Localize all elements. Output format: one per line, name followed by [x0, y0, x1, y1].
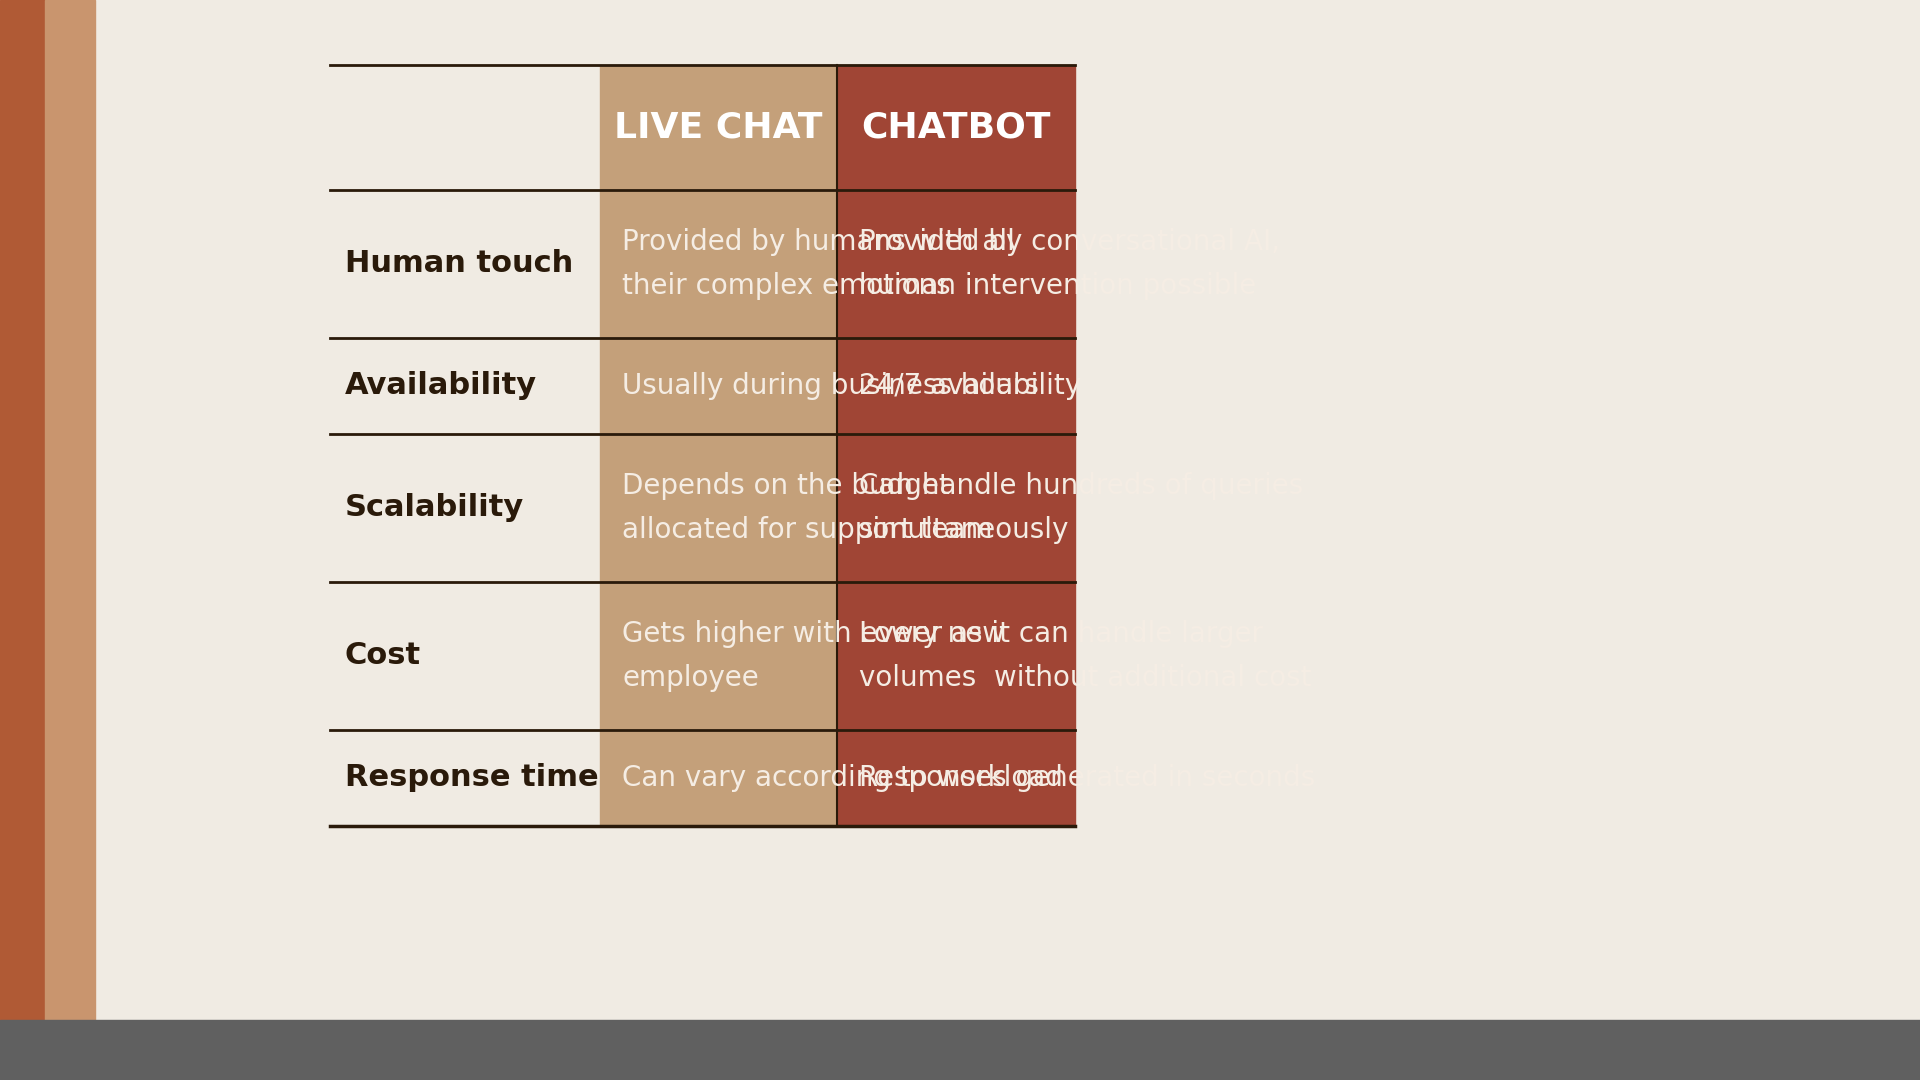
Text: 24/7 availability: 24/7 availability	[858, 372, 1081, 400]
Text: Can vary according to workload: Can vary according to workload	[622, 764, 1064, 792]
Text: Gets higher with every new
employee: Gets higher with every new employee	[622, 620, 1004, 691]
Bar	[837, 65, 1075, 190]
Bar	[330, 190, 599, 338]
Bar	[330, 730, 599, 826]
Bar	[599, 190, 837, 338]
Text: Provided by conversational AI,
human intervention possible: Provided by conversational AI, human int…	[858, 228, 1281, 299]
Text: Provided by humans with all
their complex emotions: Provided by humans with all their comple…	[622, 228, 1016, 299]
Text: Cost: Cost	[346, 642, 420, 671]
Text: Depends on the budget
allocated for support team: Depends on the budget allocated for supp…	[622, 472, 993, 543]
Bar	[599, 434, 837, 582]
Bar	[330, 582, 599, 730]
Bar	[44, 0, 94, 1080]
Text: Responses generated in seconds: Responses generated in seconds	[858, 764, 1315, 792]
Bar	[837, 434, 1075, 582]
Bar	[837, 730, 1075, 826]
Bar	[599, 65, 837, 190]
Bar	[0, 0, 44, 1080]
Bar	[330, 434, 599, 582]
Text: Lower as it can handle larger
volumes  without additional cost: Lower as it can handle larger volumes wi…	[858, 620, 1311, 691]
Text: Scalability: Scalability	[346, 494, 524, 523]
Bar	[0, 1020, 1920, 1080]
Bar	[837, 338, 1075, 434]
Text: CHATBOT: CHATBOT	[862, 110, 1050, 145]
Bar	[599, 338, 837, 434]
Bar	[837, 582, 1075, 730]
Bar	[837, 190, 1075, 338]
Bar	[599, 582, 837, 730]
Text: Usually during business hours: Usually during business hours	[622, 372, 1039, 400]
Text: LIVE CHAT: LIVE CHAT	[614, 110, 824, 145]
Text: Human touch: Human touch	[346, 249, 574, 279]
Text: Response time: Response time	[346, 764, 599, 793]
Bar	[330, 338, 599, 434]
Text: Availability: Availability	[346, 372, 538, 401]
Text: Can handle hundreds of queries
simultaneously: Can handle hundreds of queries simultane…	[858, 472, 1304, 543]
Bar	[599, 730, 837, 826]
